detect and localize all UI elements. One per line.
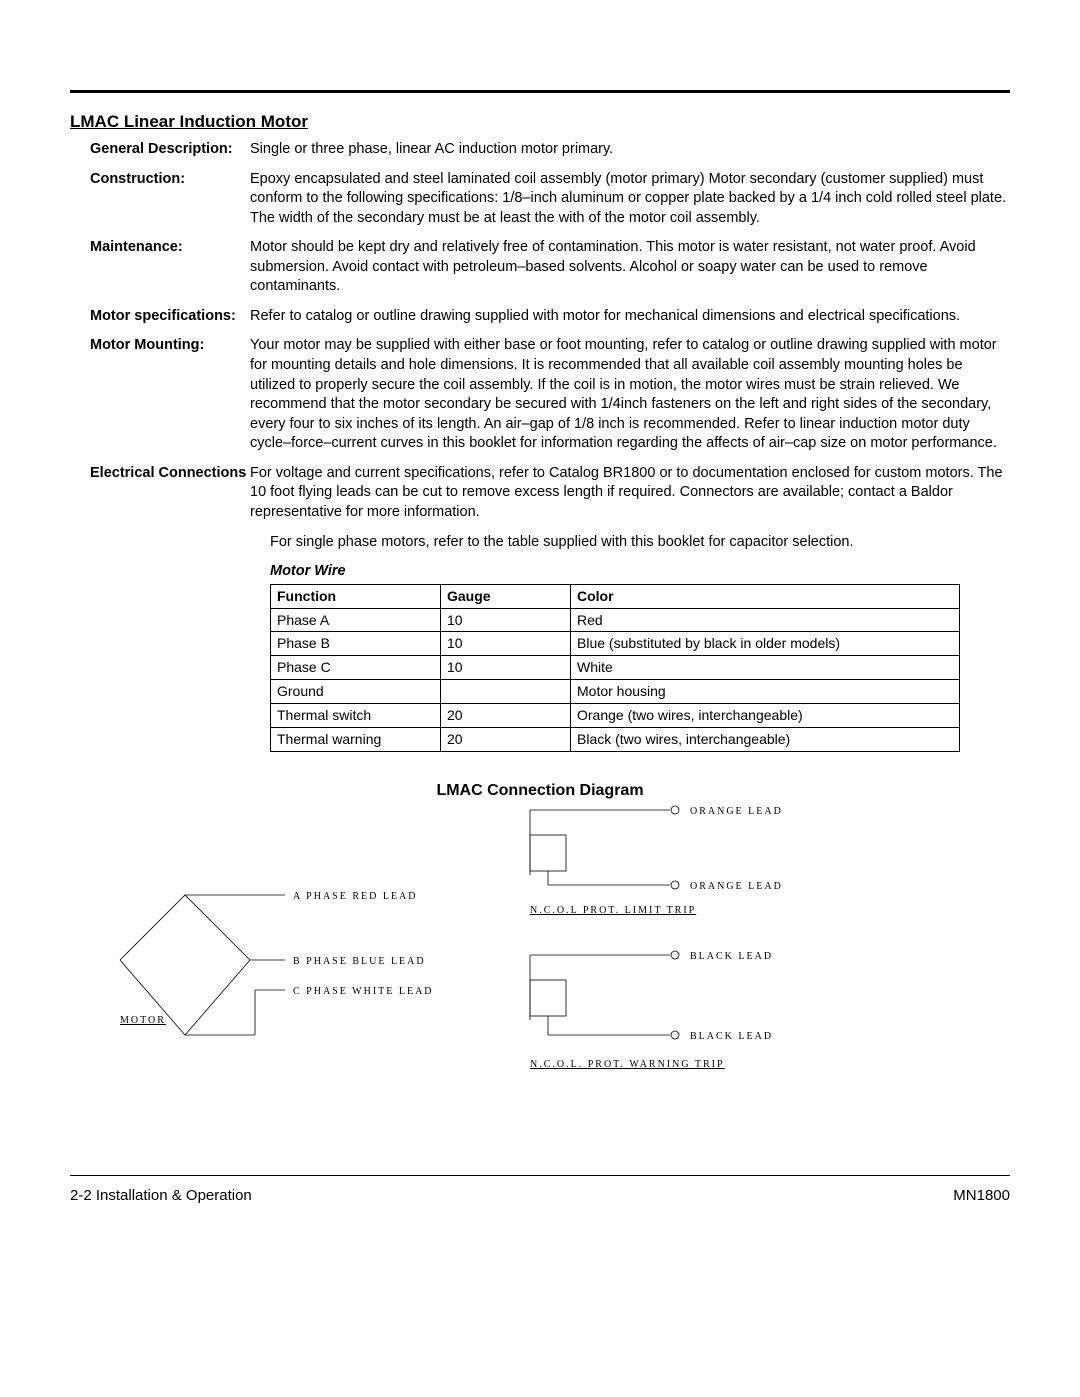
- table-cell: [441, 680, 571, 704]
- wire-table-heading: Motor Wire: [270, 562, 1010, 582]
- table-row: Ground Motor housing: [271, 680, 960, 704]
- spec-value: Epoxy encapsulated and steel laminated c…: [250, 170, 1010, 229]
- spec-label: Motor Mounting:: [70, 336, 250, 453]
- connection-diagram: A PHASE RED LEAD B PHASE BLUE LEAD C PHA…: [90, 805, 990, 1135]
- orange-lead-2: ORANGE LEAD: [690, 881, 783, 892]
- table-cell: Motor housing: [571, 680, 960, 704]
- spec-value: Motor should be kept dry and relatively …: [250, 238, 1010, 297]
- bottom-rule: [70, 1175, 1010, 1176]
- top-rule: [70, 90, 1010, 93]
- b-phase-label: B PHASE BLUE LEAD: [293, 956, 426, 967]
- section-title: LMAC Linear Induction Motor: [70, 111, 1010, 134]
- spec-row-electrical: Electrical Connections For voltage and c…: [70, 464, 1010, 523]
- footer-right: MN1800: [953, 1186, 1010, 1206]
- table-cell: Phase A: [271, 608, 441, 632]
- spec-row-construction: Construction: Epoxy encapsulated and ste…: [70, 170, 1010, 229]
- limit-trip-label: N.C.O.L PROT. LIMIT TRIP: [530, 905, 696, 916]
- table-row: Thermal switch20Orange (two wires, inter…: [271, 704, 960, 728]
- table-cell: 10: [441, 656, 571, 680]
- orange-lead-1: ORANGE LEAD: [690, 806, 783, 817]
- spec-value: For voltage and current specifications, …: [250, 464, 1010, 523]
- table-cell: Phase C: [271, 656, 441, 680]
- spec-value: Your motor may be supplied with either b…: [250, 336, 1010, 453]
- table-cell: White: [571, 656, 960, 680]
- c-phase-label: C PHASE WHITE LEAD: [293, 986, 434, 997]
- spec-label: Electrical Connections: [70, 464, 250, 523]
- table-row: Thermal warning20Black (two wires, inter…: [271, 727, 960, 751]
- table-cell: 10: [441, 632, 571, 656]
- spec-row-motor-mounting: Motor Mounting: Your motor may be suppli…: [70, 336, 1010, 453]
- black-lead-2: BLACK LEAD: [690, 1031, 773, 1042]
- table-cell: Phase B: [271, 632, 441, 656]
- table-header-row: Function Gauge Color: [271, 584, 960, 608]
- warning-trip-label: N.C.O.L. PROT. WARNING TRIP: [530, 1059, 725, 1070]
- spec-row-motor-specs: Motor specifications: Refer to catalog o…: [70, 307, 1010, 327]
- table-cell: 10: [441, 608, 571, 632]
- spec-label: General Description:: [70, 140, 250, 160]
- table-row: Phase B10Blue (substituted by black in o…: [271, 632, 960, 656]
- motor-label: MOTOR: [120, 1015, 166, 1026]
- table-cell: Ground: [271, 680, 441, 704]
- col-function: Function: [271, 584, 441, 608]
- col-color: Color: [571, 584, 960, 608]
- table-cell: Red: [571, 608, 960, 632]
- diagram-title: LMAC Connection Diagram: [70, 780, 1010, 802]
- table-cell: 20: [441, 704, 571, 728]
- table-cell: Thermal warning: [271, 727, 441, 751]
- table-row: Phase C10White: [271, 656, 960, 680]
- single-phase-note: For single phase motors, refer to the ta…: [270, 533, 1010, 553]
- table-cell: 20: [441, 727, 571, 751]
- spec-label: Maintenance:: [70, 238, 250, 297]
- col-gauge: Gauge: [441, 584, 571, 608]
- spec-value: Refer to catalog or outline drawing supp…: [250, 307, 1010, 327]
- a-phase-label: A PHASE RED LEAD: [293, 891, 418, 902]
- spec-row-general: General Description: Single or three pha…: [70, 140, 1010, 160]
- motor-wire-table: Function Gauge Color Phase A10RedPhase B…: [270, 584, 960, 752]
- table-cell: Orange (two wires, interchangeable): [571, 704, 960, 728]
- footer: 2-2 Installation & Operation MN1800: [70, 1186, 1010, 1206]
- footer-left: 2-2 Installation & Operation: [70, 1186, 252, 1206]
- black-lead-1: BLACK LEAD: [690, 951, 773, 962]
- spec-label: Motor specifications:: [70, 307, 250, 327]
- table-cell: Black (two wires, interchangeable): [571, 727, 960, 751]
- table-cell: Blue (substituted by black in older mode…: [571, 632, 960, 656]
- spec-value: Single or three phase, linear AC inducti…: [250, 140, 1010, 160]
- table-row: Phase A10Red: [271, 608, 960, 632]
- table-cell: Thermal switch: [271, 704, 441, 728]
- spec-row-maintenance: Maintenance: Motor should be kept dry an…: [70, 238, 1010, 297]
- spec-label: Construction:: [70, 170, 250, 229]
